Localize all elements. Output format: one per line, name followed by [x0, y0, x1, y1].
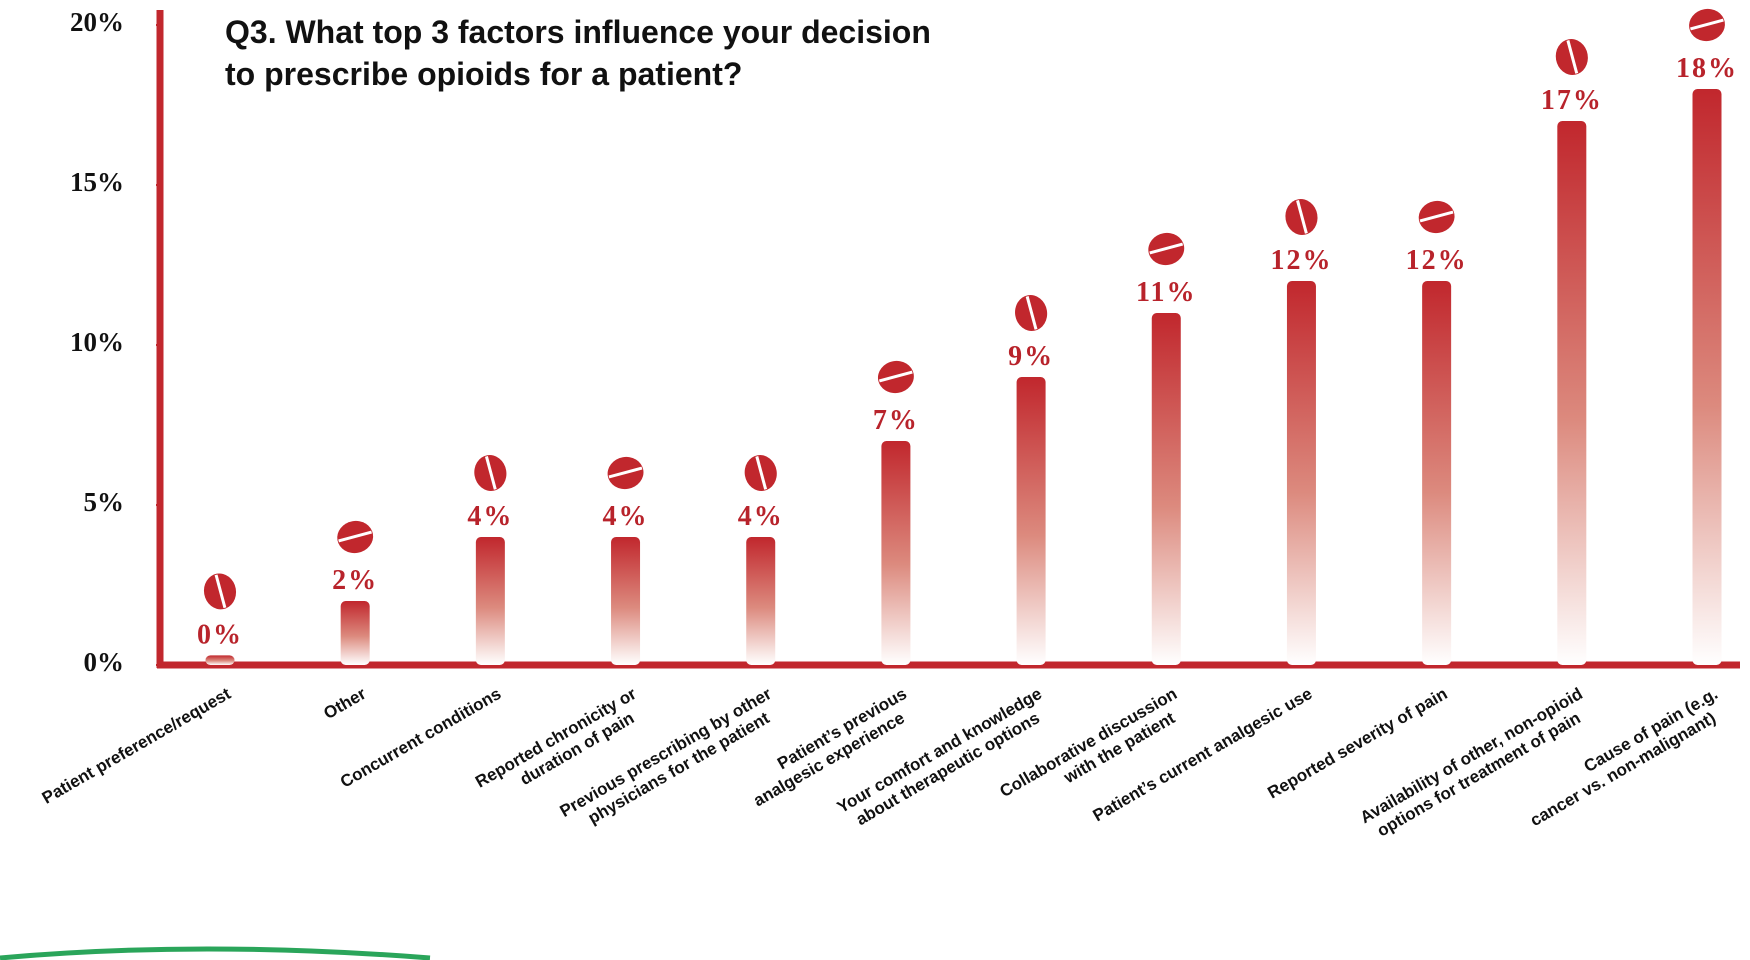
- pill-score: [1149, 242, 1184, 255]
- pill-icon: [607, 456, 644, 490]
- value-label: 11%: [1136, 277, 1196, 308]
- value-label: 0%: [197, 619, 243, 650]
- value-label: 18%: [1676, 53, 1738, 84]
- y-tick-label: 10%: [70, 327, 124, 357]
- pill-icon: [203, 573, 237, 610]
- pill-icon: [474, 455, 507, 491]
- pill-score: [608, 466, 643, 479]
- y-tick-label: 0%: [84, 647, 125, 677]
- x-tick-label: Patient preference/request: [39, 684, 235, 808]
- pill-score: [1025, 296, 1038, 330]
- x-tick-label: Other: [320, 684, 369, 723]
- bar: [1151, 313, 1181, 665]
- category-label: Availability of other, non-opioidoptions…: [1357, 684, 1586, 840]
- pill-score: [214, 574, 227, 609]
- pill-icon: [1015, 295, 1048, 331]
- pill-score: [878, 370, 913, 383]
- pill-icon: [1555, 39, 1588, 75]
- category-label: Patient preference/request: [39, 684, 235, 808]
- bar: [1286, 281, 1316, 665]
- y-tick-label: 5%: [84, 487, 125, 517]
- bar: [340, 601, 370, 665]
- decoration-curve: [0, 946, 431, 960]
- value-label: 9%: [1008, 341, 1054, 372]
- value-label: 4%: [738, 501, 784, 532]
- value-label: 12%: [1406, 245, 1468, 276]
- pill-icon: [1285, 199, 1318, 235]
- bar: [475, 537, 505, 665]
- bar: [1016, 377, 1046, 665]
- pill-score: [338, 530, 372, 543]
- category-label: Other: [320, 684, 369, 723]
- y-tick-label: 20%: [70, 7, 124, 37]
- bar: [611, 537, 641, 665]
- pill-icon: [1148, 232, 1185, 266]
- pill-score: [1296, 200, 1308, 234]
- bar: [746, 537, 776, 665]
- pill-score: [755, 456, 768, 490]
- chart-title: to prescribe opioids for a patient?: [225, 56, 742, 92]
- value-label: 17%: [1541, 85, 1603, 116]
- value-label: 4%: [467, 501, 513, 532]
- y-tick-label: 15%: [70, 167, 124, 197]
- chart-title: Q3. What top 3 factors influence your de…: [225, 14, 931, 50]
- value-label: 4%: [603, 501, 649, 532]
- bar: [1422, 281, 1452, 665]
- value-label: 2%: [332, 565, 378, 596]
- pill-icon: [744, 455, 777, 491]
- bar: [881, 441, 911, 665]
- bar: [1557, 121, 1587, 665]
- pill-score: [484, 456, 497, 490]
- pill-icon: [1418, 200, 1455, 234]
- pill-score: [1419, 210, 1454, 223]
- value-label: 7%: [873, 405, 919, 436]
- pill-icon: [1689, 8, 1725, 42]
- pill-score: [1690, 18, 1724, 31]
- bar: [205, 655, 235, 665]
- pill-score: [1566, 40, 1579, 74]
- pill-icon: [337, 520, 374, 554]
- value-label: 12%: [1270, 245, 1332, 276]
- bar: [1692, 89, 1722, 665]
- pill-icon: [877, 360, 914, 394]
